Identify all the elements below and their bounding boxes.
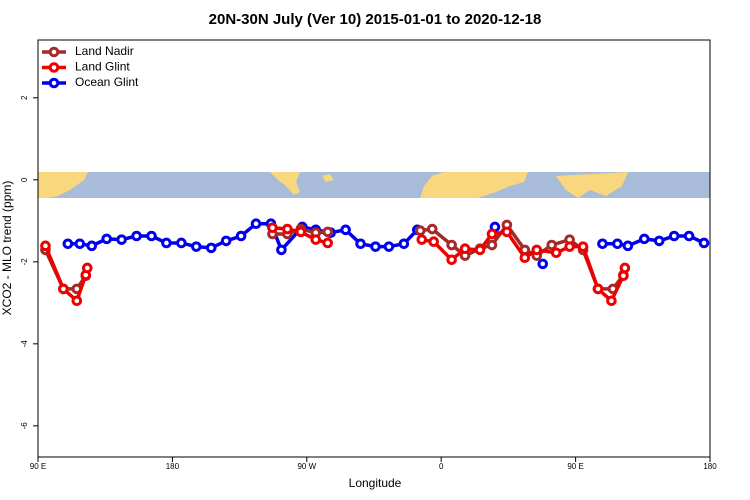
point: [250, 218, 262, 229]
x-tick-label: 180: [166, 462, 180, 471]
point: [622, 240, 634, 252]
y-tick-label: 0: [20, 177, 29, 182]
point: [537, 258, 549, 270]
point: [519, 252, 531, 264]
point: [295, 226, 307, 238]
point: [146, 230, 157, 242]
y-tick-label: 2: [20, 95, 29, 100]
point: [340, 224, 351, 236]
point: [383, 241, 395, 252]
y-tick-label: -2: [20, 258, 29, 266]
point: [355, 238, 366, 250]
y-axis-label: XCO2 - MLO trend (ppm): [0, 181, 14, 316]
point: [501, 226, 513, 238]
point: [220, 235, 232, 247]
point: [398, 238, 410, 250]
y-tick-label: -4: [20, 340, 29, 348]
point: [428, 236, 440, 248]
point: [86, 240, 98, 252]
point: [486, 228, 498, 240]
legend-label: Land Glint: [75, 60, 130, 74]
point: [62, 238, 74, 250]
chart-title: 20N-30N July (Ver 10) 2015-01-01 to 2020…: [209, 11, 542, 28]
point: [267, 222, 278, 234]
legend-label: Land Nadir: [75, 44, 134, 58]
y-tick-label: -6: [20, 422, 29, 430]
point: [101, 233, 112, 245]
point: [597, 238, 608, 250]
point: [577, 241, 589, 252]
point: [606, 295, 617, 307]
point: [74, 238, 86, 250]
point: [310, 234, 322, 245]
point: [322, 226, 334, 238]
point: [653, 235, 665, 247]
x-tick-label: 180: [703, 462, 717, 471]
point: [612, 238, 623, 250]
point: [619, 262, 631, 274]
point: [282, 223, 293, 235]
legend-marker: [48, 77, 60, 89]
x-tick-label: 90 E: [30, 462, 46, 471]
point: [546, 239, 558, 251]
point: [564, 241, 575, 252]
x-tick-label: 90 E: [567, 462, 583, 471]
point: [81, 262, 93, 274]
point: [190, 241, 202, 252]
point: [414, 225, 426, 236]
legend-label: Ocean Glint: [75, 75, 139, 89]
point: [71, 295, 83, 307]
point: [235, 230, 247, 242]
point: [486, 239, 498, 251]
x-tick-label: 0: [439, 462, 444, 471]
point: [276, 244, 287, 256]
point: [416, 234, 428, 245]
point: [638, 233, 650, 245]
x-axis-label: Longitude: [349, 476, 402, 490]
point: [116, 234, 127, 245]
point: [426, 223, 438, 235]
legend-marker: [48, 62, 60, 73]
point: [40, 240, 51, 252]
point: [531, 244, 543, 256]
point: [474, 244, 486, 256]
point: [161, 237, 172, 249]
point: [446, 254, 457, 266]
point: [683, 230, 695, 242]
point: [370, 241, 381, 252]
point: [592, 283, 604, 295]
point: [131, 230, 142, 242]
plot-frame: [37, 39, 711, 458]
point: [698, 237, 710, 249]
legend-marker: [48, 46, 60, 58]
x-tick-label: 90 W: [297, 462, 316, 471]
point: [176, 237, 187, 249]
point: [58, 283, 69, 295]
point: [550, 247, 562, 259]
point: [668, 230, 680, 242]
point: [205, 242, 217, 254]
point: [459, 243, 471, 255]
point: [322, 237, 334, 249]
map-strip: [38, 172, 710, 198]
point: [446, 239, 457, 251]
